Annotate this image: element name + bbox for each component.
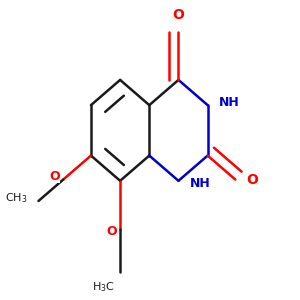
- Text: O: O: [172, 8, 184, 22]
- Text: NH: NH: [190, 177, 211, 190]
- Text: NH: NH: [219, 96, 240, 109]
- Text: O: O: [107, 225, 117, 238]
- Text: O: O: [50, 170, 60, 183]
- Text: O: O: [247, 172, 259, 187]
- Text: H$_3$C: H$_3$C: [92, 280, 115, 294]
- Text: CH$_3$: CH$_3$: [5, 191, 27, 205]
